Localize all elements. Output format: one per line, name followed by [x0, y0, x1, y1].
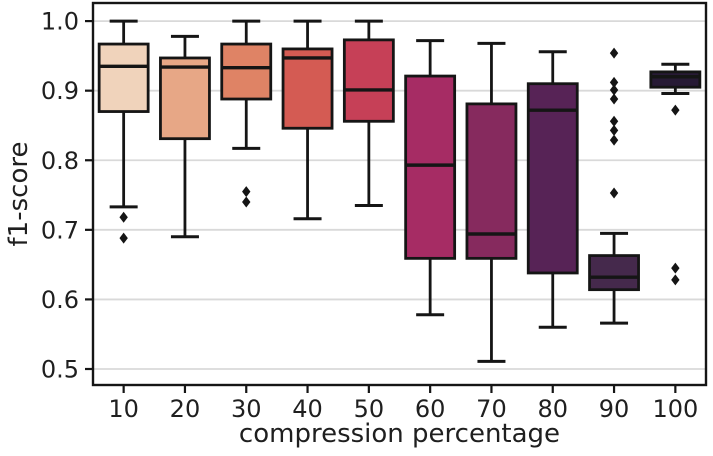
outlier-marker [609, 124, 619, 136]
y-axis-label: f1-score [4, 141, 34, 247]
y-tick-label: 0.5 [41, 355, 79, 383]
x-tick-label: 100 [652, 395, 698, 423]
x-tick-label: 90 [599, 395, 630, 423]
y-tick-label: 0.6 [41, 286, 79, 314]
boxplot-group-40 [281, 19, 334, 221]
x-tick-label: 60 [415, 395, 446, 423]
x-axis-label: compression percentage [238, 419, 561, 449]
iqr-box [342, 38, 395, 123]
x-tick-label: 30 [231, 395, 262, 423]
outlier-marker [242, 196, 251, 208]
y-tick-label: 0.9 [41, 77, 79, 105]
iqr-box [159, 56, 211, 141]
x-tick-label: 40 [292, 395, 323, 423]
iqr-box [97, 42, 150, 113]
outlier-marker [609, 84, 619, 96]
x-tick-label: 50 [354, 395, 385, 423]
x-tick-label: 70 [476, 395, 507, 423]
outlier-marker [242, 186, 251, 198]
outlier-marker [609, 187, 619, 199]
outlier-marker [609, 115, 619, 127]
x-tick-label: 20 [170, 395, 201, 423]
outlier-marker [671, 274, 680, 286]
y-tick-label: 0.7 [41, 216, 79, 244]
boxplot-group-20 [159, 34, 211, 239]
boxplot-group-50 [342, 19, 395, 207]
boxplot-group-30 [220, 19, 273, 208]
iqr-box [526, 82, 579, 275]
boxplot-group-60 [404, 39, 457, 317]
outlier-marker [609, 76, 619, 88]
iqr-box [281, 47, 334, 130]
iqr-box [649, 70, 702, 89]
iqr-box [220, 42, 273, 101]
iqr-box [588, 254, 640, 292]
outlier-marker [119, 211, 128, 223]
iqr-box [404, 74, 457, 260]
y-tick-label: 1.0 [41, 8, 79, 36]
boxplot-group-90 [588, 47, 640, 325]
outlier-marker [609, 134, 619, 146]
boxplot-group-80 [526, 50, 579, 329]
x-tick-label: 10 [108, 395, 139, 423]
y-tick-label: 0.8 [41, 147, 79, 175]
boxplot-group-100 [649, 62, 702, 286]
boxplot-group-70 [465, 41, 518, 363]
outlier-marker [671, 104, 680, 116]
plot-border [91, 1, 708, 387]
outlier-marker [609, 93, 619, 105]
x-tick-label: 80 [537, 395, 568, 423]
outlier-marker [119, 232, 128, 244]
boxplot-group-10 [97, 19, 150, 244]
outlier-marker [609, 47, 619, 59]
outlier-marker [671, 262, 680, 274]
